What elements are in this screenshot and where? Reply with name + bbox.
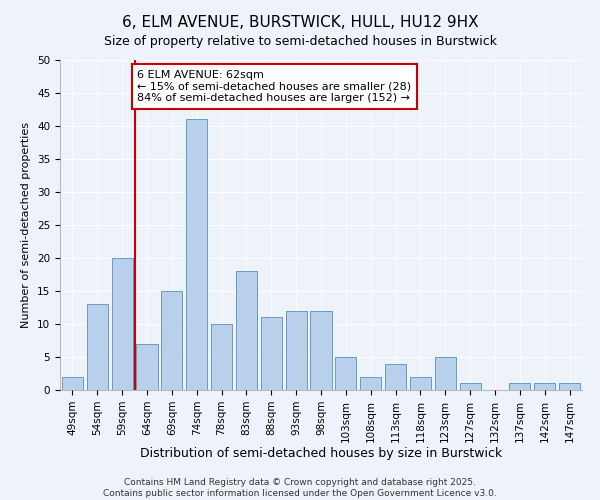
Bar [136, 344, 158, 390]
Bar [286, 311, 307, 390]
Bar [559, 384, 580, 390]
Bar [236, 271, 257, 390]
Bar [360, 377, 381, 390]
Text: Size of property relative to semi-detached houses in Burstwick: Size of property relative to semi-detach… [104, 35, 497, 48]
X-axis label: Distribution of semi-detached houses by size in Burstwick: Distribution of semi-detached houses by … [140, 448, 502, 460]
Bar [509, 384, 530, 390]
Bar [186, 120, 207, 390]
Bar [310, 311, 332, 390]
Bar [261, 318, 282, 390]
Text: 6 ELM AVENUE: 62sqm
← 15% of semi-detached houses are smaller (28)
84% of semi-d: 6 ELM AVENUE: 62sqm ← 15% of semi-detach… [137, 70, 411, 103]
Bar [112, 258, 133, 390]
Bar [410, 377, 431, 390]
Bar [460, 384, 481, 390]
Bar [161, 291, 182, 390]
Bar [385, 364, 406, 390]
Text: Contains HM Land Registry data © Crown copyright and database right 2025.
Contai: Contains HM Land Registry data © Crown c… [103, 478, 497, 498]
Bar [435, 357, 456, 390]
Bar [335, 357, 356, 390]
Bar [87, 304, 108, 390]
Y-axis label: Number of semi-detached properties: Number of semi-detached properties [22, 122, 31, 328]
Bar [62, 377, 83, 390]
Text: 6, ELM AVENUE, BURSTWICK, HULL, HU12 9HX: 6, ELM AVENUE, BURSTWICK, HULL, HU12 9HX [122, 15, 478, 30]
Bar [211, 324, 232, 390]
Bar [534, 384, 555, 390]
